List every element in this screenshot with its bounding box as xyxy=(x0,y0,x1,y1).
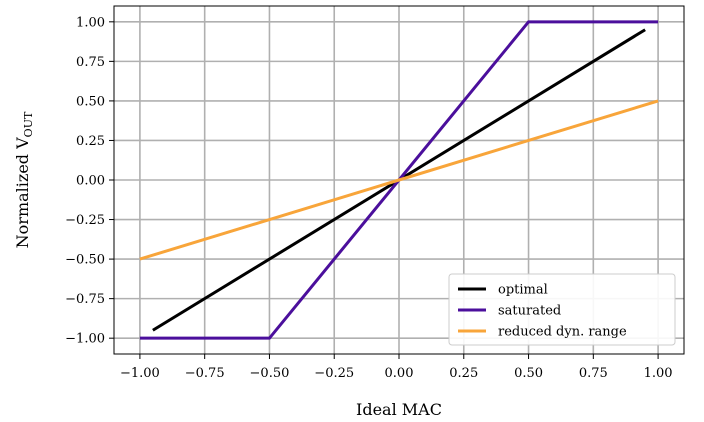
y-tick-label: 0.25 xyxy=(76,134,105,149)
y-tick-label: −0.25 xyxy=(65,213,105,228)
x-tick-label: −1.00 xyxy=(120,366,160,381)
legend-label: reduced dyn. range xyxy=(498,325,627,340)
y-axis-label: Normalized VOUT xyxy=(13,111,35,248)
x-axis-label: Ideal MAC xyxy=(356,400,442,419)
y-tick-label: 0.50 xyxy=(76,94,105,109)
x-tick-label: 0.00 xyxy=(385,366,414,381)
y-axis-label-subscript: OUT xyxy=(22,111,35,137)
y-axis-ticks: −1.00 −0.75 −0.50 −0.25 0.00 0.25 0.50 0.75 1.00 xyxy=(65,15,114,346)
x-tick-label: −0.75 xyxy=(185,366,225,381)
y-axis-label-main: Normalized V xyxy=(13,137,32,248)
legend-label: optimal xyxy=(498,283,548,298)
legend-label: saturated xyxy=(498,304,561,319)
x-tick-label: 0.25 xyxy=(449,366,478,381)
x-tick-label: 0.75 xyxy=(579,366,608,381)
y-tick-label: −0.75 xyxy=(65,292,105,307)
x-axis-ticks: −1.00 −0.75 −0.50 −0.25 0.00 0.25 0.50 0.75 1.00 xyxy=(120,354,673,381)
y-tick-label: 0.75 xyxy=(76,55,105,70)
x-tick-label: −0.50 xyxy=(250,366,290,381)
y-tick-label: 1.00 xyxy=(76,15,105,30)
x-tick-label: 0.50 xyxy=(514,366,543,381)
y-tick-label: 0.00 xyxy=(76,174,105,189)
x-tick-label: −0.25 xyxy=(314,366,354,381)
x-tick-label: 1.00 xyxy=(644,366,673,381)
y-tick-label: −0.50 xyxy=(65,253,105,268)
y-tick-label: −1.00 xyxy=(65,332,105,347)
legend: optimal saturated reduced dyn. range xyxy=(449,274,675,345)
